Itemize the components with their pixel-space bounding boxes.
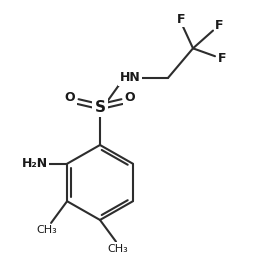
Text: H₂N: H₂N [22,157,48,170]
Text: F: F [177,13,185,26]
Text: O: O [65,91,75,104]
Text: F: F [218,52,226,65]
Text: O: O [125,91,135,104]
Text: S: S [95,100,106,115]
Text: HN: HN [120,71,140,84]
Text: F: F [215,19,223,32]
Text: CH₃: CH₃ [37,225,58,235]
Text: CH₃: CH₃ [108,244,128,253]
